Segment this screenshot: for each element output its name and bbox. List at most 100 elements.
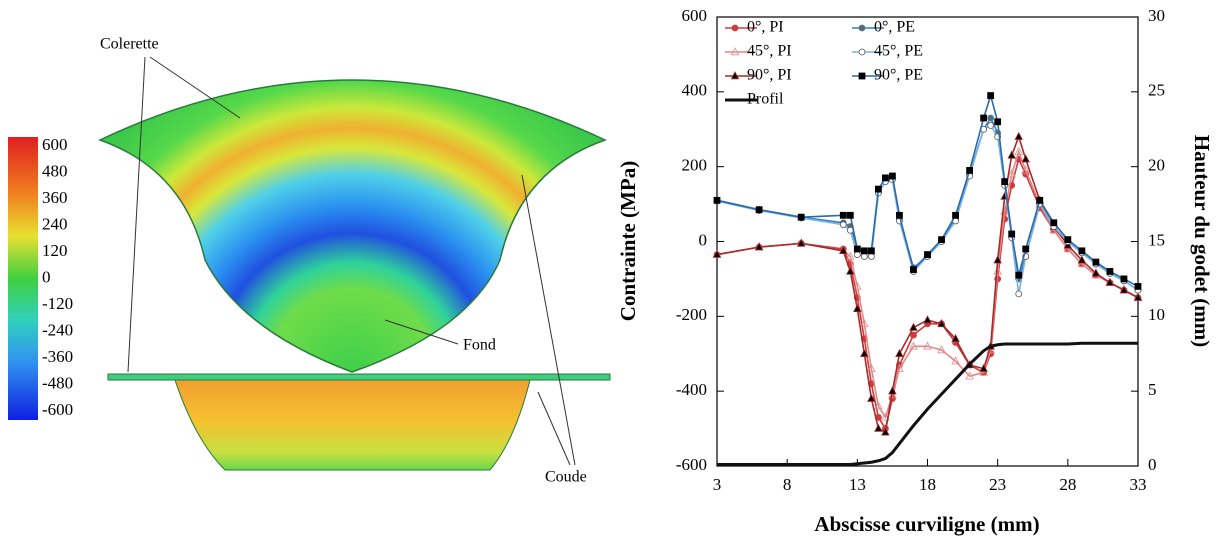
marker bbox=[881, 412, 890, 421]
marker bbox=[888, 386, 897, 395]
marker bbox=[874, 185, 882, 193]
y2-tick-label: 15 bbox=[1148, 230, 1165, 249]
marker bbox=[1015, 271, 1023, 279]
marker bbox=[951, 356, 960, 365]
marker bbox=[909, 341, 918, 350]
x-tick-label: 33 bbox=[1130, 475, 1147, 494]
marker bbox=[1015, 290, 1023, 298]
marker bbox=[965, 371, 974, 380]
y2-tick-label: 30 bbox=[1148, 6, 1165, 25]
marker bbox=[853, 303, 862, 313]
marker bbox=[867, 363, 876, 372]
marker bbox=[846, 211, 854, 219]
marker bbox=[713, 196, 721, 204]
legend-label[interactable]: 0°, PI bbox=[747, 19, 784, 36]
marker bbox=[839, 245, 848, 255]
y-tick-label: 200 bbox=[682, 156, 708, 175]
legend-marker bbox=[730, 47, 740, 56]
marker bbox=[923, 341, 932, 350]
marker bbox=[987, 122, 995, 129]
legend-label[interactable]: 90°, PI bbox=[747, 67, 792, 84]
colorbar-tick-label: 120 bbox=[42, 241, 68, 260]
marker bbox=[1050, 219, 1058, 227]
y2-tick-label: 5 bbox=[1148, 380, 1157, 399]
marker bbox=[867, 393, 876, 402]
legend-label[interactable]: Profil bbox=[747, 91, 784, 108]
marker bbox=[1007, 150, 1016, 159]
marker bbox=[1007, 169, 1016, 178]
marker bbox=[993, 266, 1002, 275]
marker bbox=[889, 172, 896, 180]
colorbar-tick-label: 0 bbox=[42, 267, 51, 286]
series-line bbox=[716, 124, 1139, 295]
marker bbox=[1014, 146, 1023, 155]
marker bbox=[846, 251, 855, 260]
legend-marker bbox=[730, 71, 740, 80]
marker bbox=[853, 251, 861, 258]
marker bbox=[860, 318, 869, 328]
marker bbox=[1014, 131, 1023, 140]
marker bbox=[1021, 154, 1030, 163]
x-axis-title: Abscisse curviligne (mm) bbox=[814, 512, 1039, 536]
y-tick-label: -200 bbox=[676, 305, 707, 324]
legend-marker bbox=[858, 72, 866, 80]
marker bbox=[1106, 268, 1114, 275]
marker bbox=[1064, 236, 1072, 244]
series-line bbox=[716, 116, 1139, 291]
marker bbox=[910, 266, 917, 273]
y2-tick-label: 25 bbox=[1148, 81, 1165, 100]
marker bbox=[987, 92, 995, 99]
marker bbox=[952, 211, 959, 219]
marker bbox=[796, 238, 806, 247]
fan-mesh bbox=[98, 79, 607, 373]
marker bbox=[1092, 258, 1100, 266]
marker bbox=[860, 247, 868, 255]
marker bbox=[980, 114, 988, 122]
series-line bbox=[716, 156, 1139, 431]
x-tick-label: 23 bbox=[989, 475, 1006, 494]
marker bbox=[1134, 282, 1142, 290]
marker bbox=[909, 322, 918, 331]
marker bbox=[896, 211, 903, 219]
marker bbox=[755, 206, 763, 214]
colorbar-tick-label: -120 bbox=[42, 294, 73, 313]
legend-marker bbox=[858, 24, 866, 32]
legend-label[interactable]: 0°, PE bbox=[874, 19, 915, 36]
marker bbox=[867, 247, 875, 255]
y-tick-label: -400 bbox=[676, 380, 707, 399]
marker bbox=[853, 245, 861, 253]
marker bbox=[1120, 275, 1128, 283]
colorbar-tick-label: 240 bbox=[42, 214, 68, 233]
legend-label[interactable]: 90°, PE bbox=[874, 67, 923, 84]
y2-axis-title: Hauteur du godet (mm) bbox=[1190, 135, 1214, 348]
legend-label[interactable]: 45°, PE bbox=[874, 43, 923, 60]
colorbar-tick-label: -240 bbox=[42, 320, 73, 339]
marker bbox=[860, 253, 868, 260]
marker bbox=[951, 333, 960, 342]
marker bbox=[979, 363, 988, 372]
marker bbox=[938, 236, 945, 244]
y2-tick-label: 0 bbox=[1148, 455, 1157, 474]
y-tick-label: 400 bbox=[682, 81, 708, 100]
marker bbox=[1091, 268, 1101, 277]
colorbar-tick-label: 600 bbox=[42, 135, 68, 154]
marker bbox=[1036, 196, 1044, 204]
x-tick-label: 8 bbox=[783, 475, 792, 494]
marker bbox=[966, 167, 973, 174]
marker bbox=[895, 348, 904, 357]
colorbar-tick-label: 360 bbox=[42, 188, 68, 207]
marker bbox=[867, 253, 875, 260]
x-tick-label: 28 bbox=[1059, 475, 1076, 494]
x-tick-label: 3 bbox=[713, 475, 722, 494]
annotation: Colerette bbox=[100, 36, 159, 53]
colorbar-tick-label: -600 bbox=[42, 400, 73, 419]
annotation-arrows bbox=[127, 56, 576, 466]
marker bbox=[923, 315, 932, 324]
legend-label[interactable]: 45°, PI bbox=[747, 43, 792, 60]
marker bbox=[874, 401, 883, 410]
marker bbox=[881, 427, 890, 436]
marker bbox=[846, 266, 855, 275]
series-line bbox=[717, 341, 1138, 467]
marker bbox=[754, 242, 764, 251]
